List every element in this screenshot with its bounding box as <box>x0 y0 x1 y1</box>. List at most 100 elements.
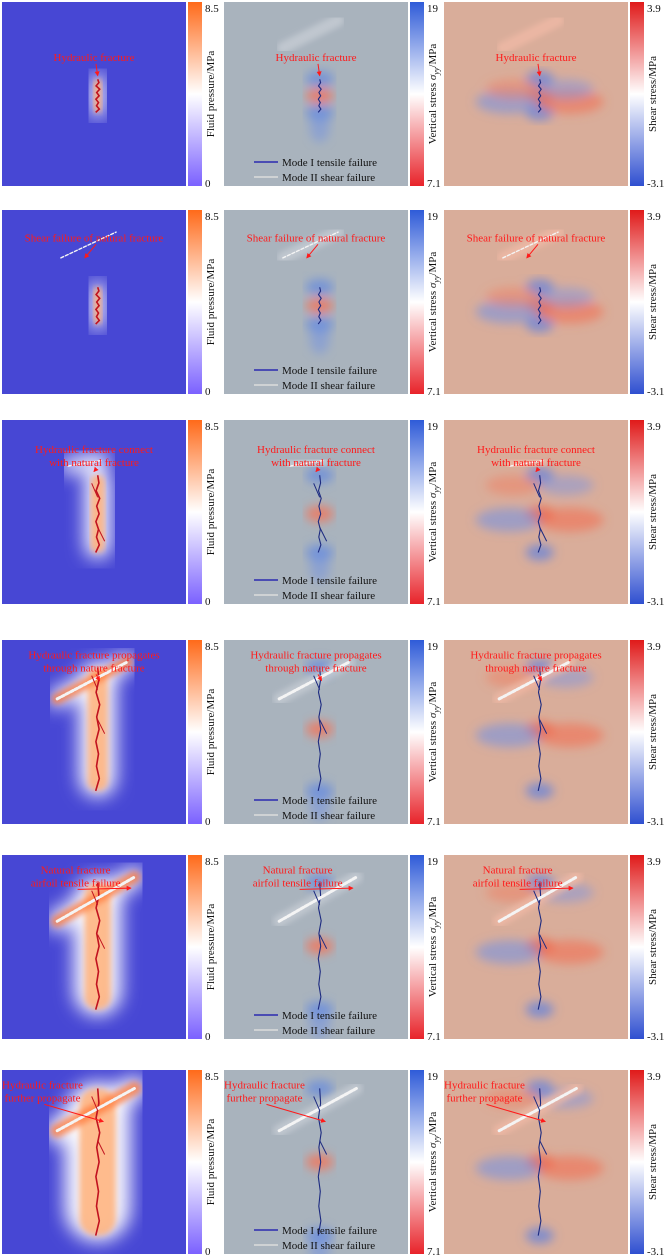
colorbar-max: 8.5 <box>205 421 219 433</box>
fracture-branch <box>533 483 548 542</box>
colorbar-gradient <box>188 855 202 1039</box>
hydraulic-fracture-line <box>537 475 542 553</box>
colorbar-min: -3.1 <box>647 596 664 608</box>
shear-stress-colorbar: 3.9 -3.1 Shear stress/MPa <box>630 420 664 608</box>
fracture-branch <box>533 890 548 949</box>
colorbar-title: Fluid pressure/MPa <box>205 904 217 991</box>
colorbar-max: 3.9 <box>647 1071 661 1083</box>
annotation-arrow <box>299 885 354 891</box>
annotation-label: Shear failure of natural fracture <box>25 232 164 244</box>
pressure-core <box>93 287 102 325</box>
natural-fracture-shear <box>55 1086 136 1133</box>
legend-mode1-label: Mode I tensile failure <box>282 157 377 169</box>
colorbar-title: Shear stress/MPa <box>647 474 659 550</box>
annotation-label: Hydraulic fracture <box>54 52 135 64</box>
colorbar-max: 8.5 <box>205 3 219 15</box>
natural-fracture-zone <box>276 14 345 54</box>
annotation-arrow <box>519 885 574 891</box>
annotation-label: airfoil tensile failure <box>473 877 563 889</box>
colorbar-max: 19 <box>427 641 439 653</box>
annotation-arrow <box>93 466 99 473</box>
stress-lobes <box>305 874 334 1039</box>
shear-stress-colorbar: 3.9 -3.1 Shear stress/MPa <box>630 1070 664 1258</box>
colorbar-max: 19 <box>427 1071 439 1083</box>
shear-stress-colorbar: 3.9 -3.1 Shear stress/MPa <box>630 640 664 828</box>
annotation-label: airfoil tensile failure <box>253 877 343 889</box>
failure-legend: Mode I tensile failure Mode II shear fail… <box>254 575 377 602</box>
colorbar-max: 8.5 <box>205 856 219 868</box>
colorbar-gradient <box>630 1070 644 1254</box>
colorbar-gradient <box>630 640 644 824</box>
colorbar-gradient <box>410 640 424 824</box>
fracture-branch <box>91 1096 106 1155</box>
annotation-arrow <box>315 466 321 473</box>
fracture-branch <box>533 1096 548 1155</box>
panel-1-2: Hydraulic fracture Mode I tensile failure… <box>224 2 408 186</box>
vertical-stress-colorbar: 19 7.1 Vertical stress σyy/MPa <box>410 420 441 608</box>
colorbar-min: -3.1 <box>647 1031 664 1043</box>
vertical-stress-colorbar: 19 7.1 Vertical stress σyy/MPa <box>410 1070 441 1258</box>
colorbar-max: 3.9 <box>647 856 661 868</box>
fluid-pressure-colorbar: 8.5 0 Fluid pressure/MPa <box>188 420 219 608</box>
annotation-label: Hydraulic fracture connect <box>257 444 375 456</box>
annotation-label: further propagate <box>4 1092 80 1104</box>
fluid-pressure-colorbar: 8.5 0 Fluid pressure/MPa <box>188 2 219 190</box>
natural-fracture-shear <box>509 459 545 467</box>
colorbar-title: Vertical stress σyy/MPa <box>427 682 441 783</box>
panel-2-1: Shear failure of natural fracture <box>2 210 186 394</box>
annotation-arrow <box>94 63 100 77</box>
fluid-pressure-colorbar: 8.5 0 Fluid pressure/MPa <box>188 210 219 398</box>
legend-mode2-label: Mode II shear failure <box>282 810 375 822</box>
annotation-arrow <box>486 1103 547 1123</box>
stress-lobes <box>305 279 334 355</box>
stress-lobes <box>475 467 604 561</box>
annotation-arrow <box>535 466 541 473</box>
panel-2-3: Shear failure of natural fracture <box>444 210 628 394</box>
colorbar-gradient <box>188 420 202 604</box>
panel-1-3: Hydraulic fracture <box>444 2 628 186</box>
legend-mode2-label: Mode II shear failure <box>282 172 375 184</box>
colorbar-title: Vertical stress σyy/MPa <box>427 252 441 353</box>
annotation-label: Hydraulic fracture propagates <box>28 649 159 661</box>
hydraulic-fracture-line <box>317 287 322 325</box>
hydraulic-fracture-line <box>94 1088 101 1236</box>
annotation-label: further propagate <box>226 1092 302 1104</box>
hydraulic-fracture-line <box>317 1088 322 1236</box>
fracture-branch <box>313 1096 328 1155</box>
fracture-branch <box>91 890 106 949</box>
vertical-stress-colorbar: 19 7.1 Vertical stress σyy/MPa <box>410 640 441 828</box>
colorbar-min: 7.1 <box>427 178 441 190</box>
annotation-arrow <box>536 63 542 77</box>
annotation-label: Shear failure of natural fracture <box>247 232 386 244</box>
fluid-pressure-colorbar: 8.5 0 Fluid pressure/MPa <box>188 640 219 828</box>
colorbar-min: 0 <box>205 178 211 190</box>
legend-mode1-label: Mode I tensile failure <box>282 575 377 587</box>
annotation-label: Hydraulic fracture propagates <box>470 649 601 661</box>
colorbar-max: 19 <box>427 421 439 433</box>
colorbar-max: 3.9 <box>647 211 661 223</box>
vertical-stress-colorbar: 19 7.1 Vertical stress σyy/MPa <box>410 210 441 398</box>
legend-mode2-label: Mode II shear failure <box>282 590 375 602</box>
annotation-arrow <box>266 1103 327 1123</box>
natural-fracture-shear <box>60 231 117 259</box>
natural-fracture-shear <box>289 459 325 467</box>
annotation-arrow <box>84 243 97 259</box>
colorbar-gradient <box>188 210 202 394</box>
annotation-label: Hydraulic fracture connect <box>477 444 595 456</box>
annotation-arrow <box>526 243 539 259</box>
shear-stress-colorbar: 3.9 -3.1 Shear stress/MPa <box>630 855 664 1043</box>
colorbar-title: Fluid pressure/MPa <box>205 51 217 138</box>
hydraulic-fracture-line <box>94 287 101 325</box>
colorbar-title: Shear stress/MPa <box>647 56 659 132</box>
colorbar-min: 7.1 <box>427 596 441 608</box>
colorbar-title: Shear stress/MPa <box>647 694 659 770</box>
colorbar-title: Vertical stress σyy/MPa <box>427 897 441 998</box>
